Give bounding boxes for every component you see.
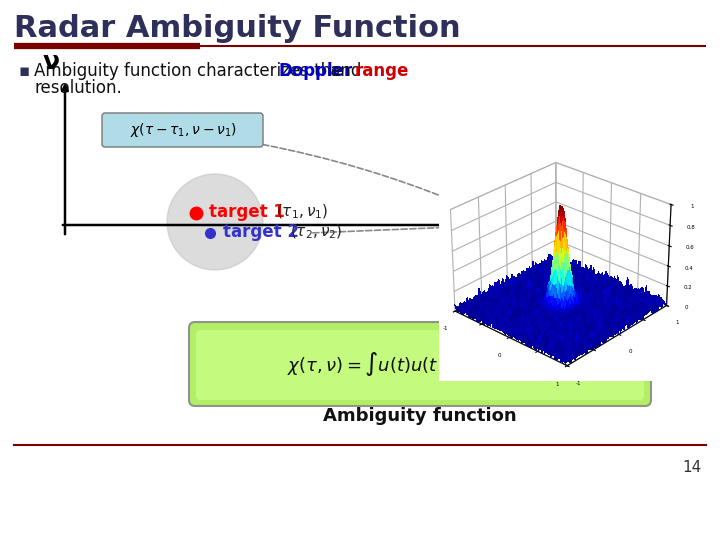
- Text: range: range: [355, 62, 410, 80]
- Text: Radar Ambiguity Function: Radar Ambiguity Function: [14, 14, 461, 43]
- Text: $(\tau_1,\nu_1)$: $(\tau_1,\nu_1)$: [276, 203, 328, 221]
- Text: $\chi(\tau-\tau_1,\nu-\nu_1)$: $\chi(\tau-\tau_1,\nu-\nu_1)$: [130, 121, 236, 139]
- Text: $\mathbf{\tau}$: $\mathbf{\tau}$: [441, 243, 459, 267]
- Text: resolution.: resolution.: [34, 79, 122, 97]
- FancyBboxPatch shape: [102, 113, 263, 147]
- Text: 14: 14: [683, 460, 702, 475]
- Text: $\chi(\tau,\nu) = \int u(t)u(t+\tau)^* e^{j2\pi\nu t} dt$: $\chi(\tau,\nu) = \int u(t)u(t+\tau)^* e…: [287, 350, 553, 378]
- Text: Ambiguity function: Ambiguity function: [323, 407, 517, 425]
- Text: ▪: ▪: [18, 62, 30, 80]
- Text: Doppler: Doppler: [279, 62, 354, 80]
- FancyBboxPatch shape: [196, 330, 644, 400]
- Text: target 2: target 2: [223, 223, 299, 241]
- Text: and: and: [325, 62, 366, 80]
- FancyBboxPatch shape: [189, 322, 651, 406]
- Circle shape: [167, 174, 263, 270]
- Text: Ambiguity function characterizes the: Ambiguity function characterizes the: [34, 62, 346, 80]
- Text: $\mathbf{\nu}$: $\mathbf{\nu}$: [42, 50, 60, 74]
- Text: $(\tau_2,\nu_2)$: $(\tau_2,\nu_2)$: [290, 223, 343, 241]
- Text: target 1: target 1: [209, 203, 285, 221]
